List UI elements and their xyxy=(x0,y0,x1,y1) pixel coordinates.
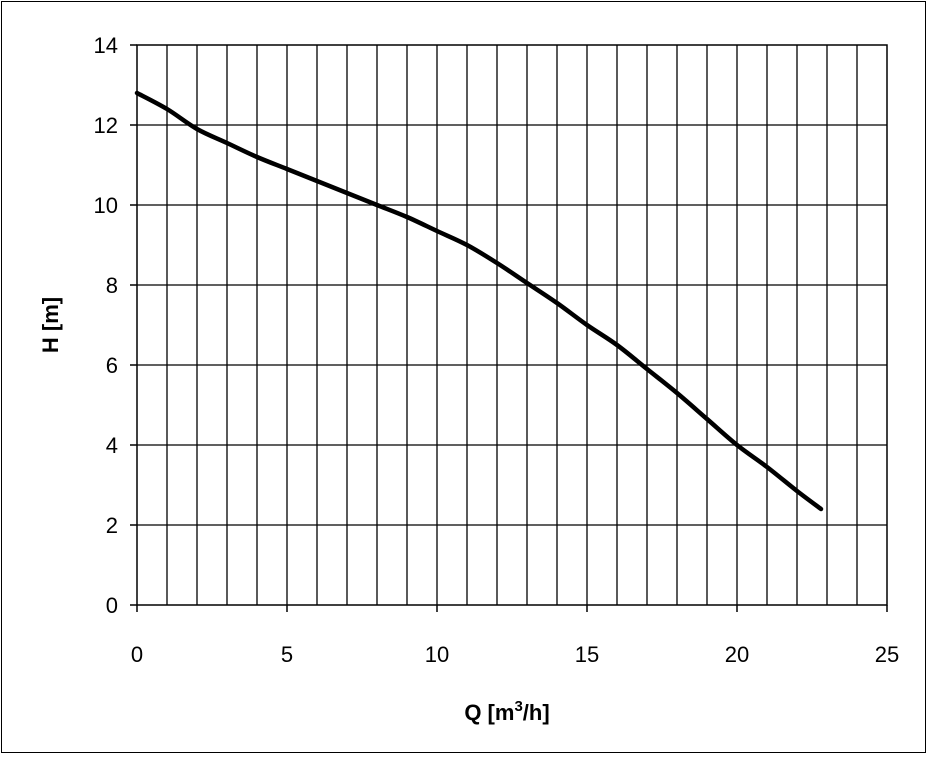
series-line xyxy=(134,90,824,512)
plot-area xyxy=(136,44,888,606)
x-tick-label: 25 xyxy=(875,642,899,667)
y-tick-label: 0 xyxy=(106,593,118,618)
x-axis-title-tail: /h] xyxy=(523,700,550,725)
x-axis-title: Q [m3/h] xyxy=(464,698,549,725)
y-tick-label: 8 xyxy=(106,273,118,298)
y-tick-label: 10 xyxy=(94,193,118,218)
x-tick-label: 10 xyxy=(425,642,449,667)
grid xyxy=(137,45,887,605)
x-axis-title-main: Q [m xyxy=(464,700,514,725)
x-tick-label: 20 xyxy=(725,642,749,667)
x-tick-labels: 0 5 10 15 20 25 xyxy=(131,605,899,667)
series-layer xyxy=(134,90,824,512)
x-tick-label: 15 xyxy=(575,642,599,667)
y-tick-label: 2 xyxy=(106,513,118,538)
x-tick-label: 5 xyxy=(281,642,293,667)
y-tick-label: 6 xyxy=(106,353,118,378)
y-tick-label: 12 xyxy=(94,113,118,138)
x-tick-label: 0 xyxy=(131,642,143,667)
y-tick-label: 14 xyxy=(94,33,118,58)
y-axis-title: H [m] xyxy=(38,297,63,353)
y-tick-labels: 0 2 4 6 8 10 12 14 xyxy=(94,33,137,618)
x-axis-title-superscript: 3 xyxy=(514,698,522,715)
y-tick-label: 4 xyxy=(106,433,118,458)
